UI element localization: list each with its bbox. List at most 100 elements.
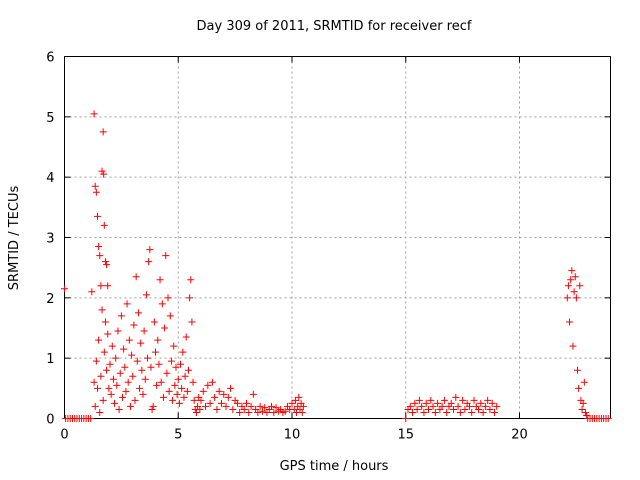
data-point bbox=[261, 404, 269, 412]
y-tick-label: 2 bbox=[46, 292, 54, 307]
data-point bbox=[211, 393, 219, 401]
data-point bbox=[104, 282, 112, 290]
data-point bbox=[111, 399, 119, 407]
data-point bbox=[192, 408, 200, 416]
data-point bbox=[97, 372, 105, 380]
y-tick-label: 3 bbox=[46, 232, 54, 247]
data-point bbox=[222, 402, 230, 410]
data-point bbox=[227, 384, 235, 392]
data-point bbox=[149, 402, 157, 410]
data-point bbox=[295, 393, 303, 401]
data-point bbox=[570, 288, 578, 296]
data-point bbox=[163, 369, 171, 377]
data-point bbox=[217, 399, 225, 407]
data-point bbox=[402, 415, 410, 422]
data-point bbox=[120, 345, 128, 353]
data-point bbox=[202, 402, 210, 410]
data-point bbox=[204, 381, 212, 389]
data-point bbox=[129, 372, 137, 380]
data-point bbox=[109, 375, 117, 383]
data-point bbox=[413, 405, 421, 413]
data-point bbox=[186, 294, 194, 302]
data-point bbox=[172, 363, 180, 371]
data-point bbox=[197, 396, 205, 404]
data-points bbox=[61, 110, 612, 422]
y-tick-label: 6 bbox=[46, 51, 54, 66]
x-axis: 0 5 10 15 20 bbox=[60, 56, 528, 443]
data-point bbox=[224, 393, 232, 401]
data-point bbox=[92, 357, 100, 365]
data-point bbox=[245, 408, 253, 416]
data-point bbox=[236, 408, 244, 416]
data-point bbox=[208, 378, 216, 386]
data-point bbox=[256, 402, 264, 410]
data-point bbox=[150, 318, 158, 326]
data-point bbox=[98, 167, 106, 175]
data-point bbox=[136, 384, 144, 392]
data-point bbox=[148, 405, 156, 413]
data-point bbox=[159, 393, 167, 401]
data-point bbox=[425, 405, 432, 413]
data-point bbox=[229, 405, 237, 413]
data-point bbox=[580, 378, 588, 386]
data-point bbox=[122, 387, 130, 395]
data-point bbox=[475, 405, 483, 413]
data-point bbox=[450, 405, 458, 413]
data-point bbox=[139, 390, 147, 398]
data-point bbox=[180, 393, 188, 401]
data-point bbox=[91, 402, 99, 410]
data-point bbox=[107, 390, 115, 398]
data-point bbox=[138, 366, 146, 374]
data-point bbox=[187, 276, 195, 284]
data-point bbox=[190, 396, 198, 404]
data-point bbox=[134, 309, 142, 317]
x-tick-label: 15 bbox=[397, 428, 414, 443]
data-point bbox=[112, 354, 120, 362]
data-point bbox=[99, 396, 107, 404]
data-point bbox=[140, 327, 148, 335]
data-point bbox=[174, 375, 182, 383]
data-point bbox=[459, 396, 467, 404]
data-point bbox=[130, 321, 138, 329]
data-point bbox=[166, 312, 174, 320]
data-point bbox=[177, 360, 185, 368]
data-point bbox=[452, 393, 460, 401]
data-point bbox=[233, 399, 241, 407]
data-point bbox=[298, 408, 306, 416]
data-point bbox=[119, 393, 127, 401]
data-point bbox=[220, 390, 228, 398]
data-point bbox=[181, 372, 189, 380]
data-point bbox=[465, 402, 473, 410]
data-point bbox=[178, 384, 186, 392]
data-point bbox=[145, 258, 153, 266]
data-point bbox=[175, 399, 183, 407]
data-point bbox=[484, 396, 492, 404]
data-point bbox=[97, 282, 105, 290]
data-point bbox=[95, 336, 103, 344]
data-point bbox=[116, 369, 124, 377]
data-point bbox=[141, 375, 149, 383]
data-point bbox=[406, 402, 414, 410]
data-point bbox=[123, 300, 131, 308]
data-point bbox=[493, 402, 501, 410]
data-point bbox=[438, 402, 446, 410]
data-point bbox=[104, 330, 112, 338]
data-point bbox=[156, 276, 164, 284]
data-point bbox=[170, 342, 178, 350]
data-point bbox=[447, 399, 455, 407]
data-point bbox=[98, 306, 106, 314]
data-point bbox=[249, 390, 257, 398]
data-point bbox=[167, 357, 175, 365]
data-point bbox=[90, 378, 98, 386]
x-axis-label: GPS time / hours bbox=[280, 459, 389, 474]
data-point bbox=[291, 396, 299, 404]
data-point bbox=[101, 258, 109, 266]
data-point bbox=[128, 351, 136, 359]
data-point bbox=[121, 363, 129, 371]
data-point bbox=[99, 128, 107, 136]
data-point bbox=[115, 405, 123, 413]
data-point bbox=[468, 408, 476, 416]
data-point bbox=[240, 405, 248, 413]
data-point bbox=[169, 396, 177, 404]
data-point bbox=[604, 415, 612, 422]
